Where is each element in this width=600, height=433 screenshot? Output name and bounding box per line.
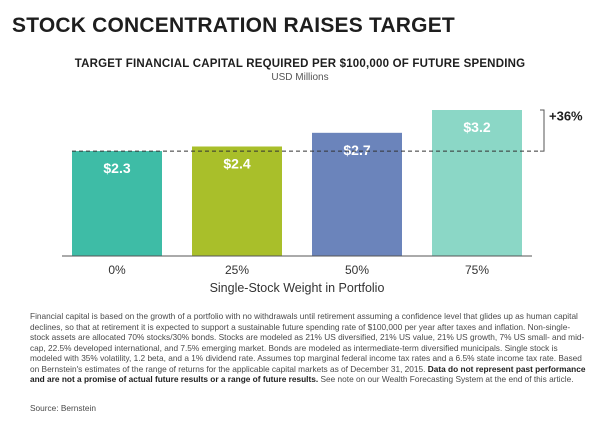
chart-unit: USD Millions: [271, 72, 329, 83]
increase-annotation: +36%: [549, 109, 583, 124]
x-axis-label: Single-Stock Weight in Portfolio: [210, 281, 385, 295]
bar-value-label: $2.7: [343, 142, 370, 158]
x-tick-label: 50%: [345, 263, 369, 277]
bar-3: [432, 110, 522, 256]
bar-value-label: $2.4: [223, 156, 250, 172]
bar-0: [72, 151, 162, 256]
chart-title: TARGET FINANCIAL CAPITAL REQUIRED PER $1…: [74, 58, 526, 70]
x-tick-label: 0%: [108, 263, 126, 277]
x-tick-label: 25%: [225, 263, 249, 277]
source-note: Source: Bernstein: [30, 403, 96, 413]
bars-layer: $2.3 $2.4 $2.7 $3.2: [72, 110, 522, 256]
bar-2: [312, 132, 402, 256]
footnote: Financial capital is based on the growth…: [30, 311, 586, 385]
footnote-disclaimer: Data do not represent past performance a…: [30, 363, 586, 385]
footnote-tail: See note on our Wealth Forecasting Syste…: [320, 374, 574, 384]
x-tick-label: 75%: [465, 263, 489, 277]
bar-value-label: $3.2: [463, 119, 490, 135]
bar-value-label: $2.3: [103, 160, 130, 176]
page-title: STOCK CONCENTRATION RAISES TARGET: [12, 14, 455, 37]
footnote-text: Financial capital is based on the growth…: [30, 311, 585, 374]
bar-chart: $2.3 $2.4 $2.7 $3.2 +36% 0% 25% 50% 75% Single…: [62, 109, 583, 295]
x-tick-labels: 0% 25% 50% 75%: [108, 263, 489, 277]
increase-bracket: [540, 109, 545, 152]
bar-1: [192, 146, 282, 256]
